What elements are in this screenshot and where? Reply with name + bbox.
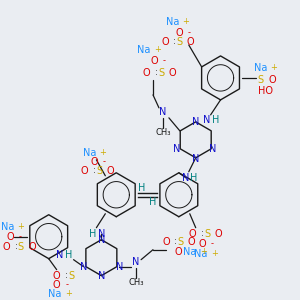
Text: H: H <box>89 229 96 239</box>
Text: +: + <box>99 148 106 157</box>
Text: O: O <box>53 271 61 281</box>
Text: N: N <box>98 271 105 281</box>
Text: O: O <box>174 247 182 257</box>
Text: -: - <box>162 56 165 65</box>
Text: Na: Na <box>83 148 96 158</box>
Text: O: O <box>187 37 195 47</box>
Text: Na: Na <box>194 249 207 259</box>
Text: O: O <box>161 37 169 47</box>
Text: -: - <box>18 232 21 241</box>
Text: CH₃: CH₃ <box>155 128 171 137</box>
Text: Na: Na <box>166 17 180 27</box>
Text: O: O <box>268 75 276 85</box>
Text: H: H <box>149 197 157 207</box>
Text: S: S <box>18 242 24 252</box>
Text: S: S <box>178 237 184 247</box>
Text: O: O <box>142 68 150 78</box>
Text: :: : <box>173 38 176 46</box>
Text: H: H <box>190 173 197 183</box>
Text: HO: HO <box>258 86 273 96</box>
Text: S: S <box>68 271 75 281</box>
Text: S: S <box>205 229 211 239</box>
Text: +: + <box>270 63 277 72</box>
Text: O: O <box>106 166 114 176</box>
Text: O: O <box>91 157 98 167</box>
Text: -: - <box>187 28 190 38</box>
Text: +: + <box>154 45 161 54</box>
Text: H: H <box>65 250 72 260</box>
Text: O: O <box>150 56 158 66</box>
Text: S: S <box>177 37 183 47</box>
Text: N: N <box>192 154 200 164</box>
Text: S: S <box>158 68 164 78</box>
Text: N: N <box>116 262 123 272</box>
Text: O: O <box>2 242 10 252</box>
Text: N: N <box>159 107 167 117</box>
Text: S: S <box>96 166 102 176</box>
Text: N: N <box>132 257 140 267</box>
Text: :: : <box>201 229 204 238</box>
Text: CH₃: CH₃ <box>128 278 144 287</box>
Text: N: N <box>192 117 200 127</box>
Text: Na: Na <box>183 247 196 257</box>
Text: N: N <box>98 235 105 245</box>
Text: +: + <box>211 249 218 258</box>
Text: H: H <box>138 183 146 193</box>
Text: N: N <box>98 229 105 239</box>
Text: N: N <box>56 250 63 260</box>
Text: O: O <box>168 68 176 78</box>
Text: +: + <box>200 247 207 256</box>
Text: O: O <box>175 28 183 38</box>
Text: Na: Na <box>254 63 267 73</box>
Text: Na: Na <box>137 45 151 55</box>
Text: :: : <box>15 242 17 251</box>
Text: N: N <box>203 115 210 125</box>
Text: -: - <box>65 280 68 289</box>
Text: O: O <box>162 237 170 247</box>
Text: O: O <box>215 229 222 239</box>
Text: N: N <box>173 144 181 154</box>
Text: O: O <box>188 237 196 247</box>
Text: +: + <box>182 17 189 26</box>
Text: O: O <box>6 232 14 242</box>
Text: :: : <box>93 166 96 175</box>
Text: :: : <box>154 68 158 77</box>
Text: Na: Na <box>1 222 15 232</box>
Text: :: : <box>175 237 177 246</box>
Text: O: O <box>28 242 36 252</box>
Text: O: O <box>199 239 206 249</box>
Text: N: N <box>209 144 216 154</box>
Text: -: - <box>210 239 213 248</box>
Text: :: : <box>65 271 68 280</box>
Text: N: N <box>80 262 87 272</box>
Text: O: O <box>189 229 196 239</box>
Text: S: S <box>257 75 263 85</box>
Text: O: O <box>81 166 88 176</box>
Text: +: + <box>65 289 72 298</box>
Text: +: + <box>17 222 24 231</box>
Text: N: N <box>182 173 190 183</box>
Text: -: - <box>103 157 106 166</box>
Text: O: O <box>53 280 61 290</box>
Text: Na: Na <box>48 289 61 298</box>
Text: H: H <box>212 115 219 125</box>
